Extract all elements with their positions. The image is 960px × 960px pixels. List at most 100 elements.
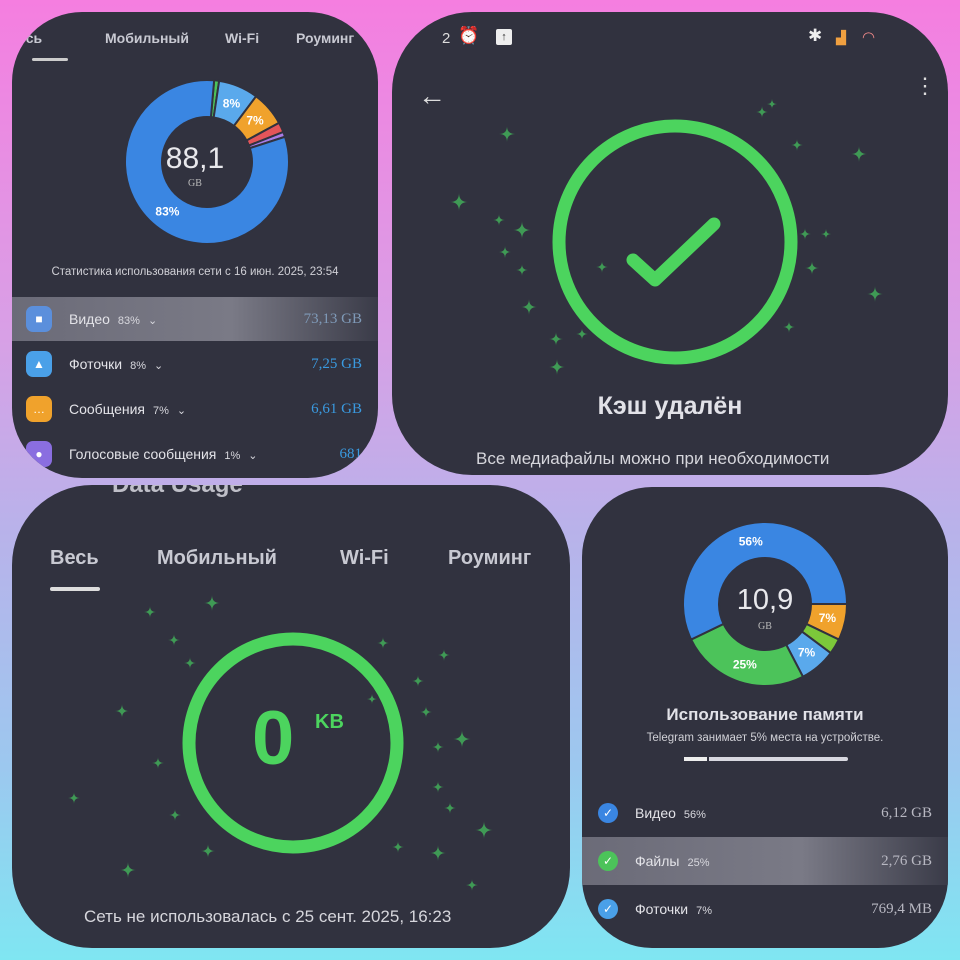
sparkle-icon	[791, 139, 803, 151]
item-label: Видео	[635, 805, 676, 821]
network-donut-chart: 8% 7% 83%	[124, 79, 290, 245]
sparkle-icon	[201, 844, 215, 858]
total-unit: GB	[758, 621, 772, 632]
storage-subtitle: Telegram занимает 5% места на устройстве…	[646, 732, 884, 744]
slice-label: 7%	[819, 611, 837, 625]
list-item[interactable]: ✓ Файлы 25% 2,76 GB	[582, 837, 948, 885]
donut-slice	[124, 79, 290, 245]
item-percent: 7%	[696, 905, 713, 917]
total-value: 88,1	[165, 142, 225, 175]
tab-indicator	[50, 587, 100, 591]
tab-mobile[interactable]: Мобильный	[105, 30, 189, 46]
tab-roaming[interactable]: Роуминг	[296, 30, 355, 46]
mic-icon: ●	[26, 441, 52, 467]
sparkle-icon	[499, 126, 515, 142]
sparkle-icon	[867, 286, 883, 302]
upload-icon: ↑	[496, 29, 512, 45]
usage-value: 0	[252, 696, 295, 781]
wifi-icon: ◠	[862, 29, 876, 46]
list-item[interactable]: ✓ Фоточки 7% 769,4 MB	[582, 885, 948, 933]
item-label: Видео	[69, 311, 110, 327]
sparkle-icon	[412, 675, 424, 687]
sparkle-icon	[392, 841, 404, 853]
sparkle-icon	[783, 321, 795, 333]
sparkle-icon	[805, 261, 819, 275]
tab-roaming[interactable]: Роуминг	[448, 547, 532, 569]
tab-wifi[interactable]: Wi-Fi	[340, 547, 389, 569]
sparkle-icon	[204, 595, 220, 611]
total-value: 10,9	[736, 584, 794, 616]
item-size: 7,25 GB	[311, 356, 362, 372]
bluetooth-icon: ✱	[808, 26, 823, 45]
sparkle-icon	[549, 359, 565, 375]
sparkle-icon	[499, 246, 511, 258]
total-unit: GB	[188, 178, 202, 189]
list-item[interactable]: … Сообщения 7% ⌄ 6,61 GB	[12, 387, 378, 431]
sparkle-icon	[475, 821, 493, 839]
sparkle-icon	[430, 845, 446, 861]
sparkle-icon	[453, 730, 471, 748]
chevron-down-icon[interactable]: ⌄	[176, 405, 187, 417]
storage-title: Использование памяти	[666, 705, 864, 724]
usage-ring	[182, 632, 404, 854]
tab-mobile[interactable]: Мобильный	[157, 547, 277, 569]
tab-all[interactable]: Весь	[12, 30, 43, 46]
signal-icon: ▟	[836, 30, 846, 45]
chevron-down-icon[interactable]: ⌄	[147, 315, 158, 327]
donut-slice	[682, 521, 849, 641]
item-size: 681	[339, 446, 363, 462]
sparkle-icon	[184, 657, 196, 669]
sparkle-icon	[438, 649, 450, 661]
tab-all[interactable]: Весь	[50, 547, 99, 569]
storage-donut-chart: 7% 7% 25% 56%	[682, 521, 849, 687]
item-percent: 25%	[687, 857, 710, 869]
page-title: Data Usage	[112, 485, 243, 499]
item-size: 2,76 GB	[881, 853, 932, 869]
sparkle-icon	[466, 879, 478, 891]
chevron-down-icon[interactable]: ⌄	[154, 360, 164, 372]
sparkle-icon	[120, 862, 136, 878]
sparkle-icon	[596, 261, 608, 273]
sparkle-icon	[549, 332, 563, 346]
checkbox-checked-icon[interactable]: ✓	[598, 899, 618, 919]
network-usage-panel: Весь Мобильный Wi-Fi Роуминг 8% 7% 83% 88,…	[12, 12, 378, 478]
slice-label: 8%	[223, 96, 241, 110]
sparkle-icon	[513, 221, 531, 239]
list-item[interactable]: ● Голосовые сообщения 1% ⌄ 681	[12, 432, 378, 476]
back-arrow-icon[interactable]: ←	[418, 80, 446, 111]
item-label: Фоточки	[69, 356, 123, 372]
cache-cleared-panel: 2 ⏰ ↑ ✱ ▟ ◠ ← ⋮ Кэш удалён Все медиафайл…	[392, 12, 948, 475]
sparkles-decoration	[68, 595, 493, 891]
slice-label: 7%	[246, 113, 264, 127]
status-time: 2	[442, 30, 451, 47]
list-item[interactable]: ✓ Видео 56% 6,12 GB	[582, 789, 948, 837]
data-usage-panel: Data Usage Весь Мобильный Wi-Fi Роуминг …	[12, 485, 570, 948]
sparkle-icon	[767, 99, 777, 109]
item-label: Файлы	[635, 853, 680, 869]
item-percent: 8%	[130, 360, 147, 372]
sparkle-icon	[516, 264, 528, 276]
tab-wifi[interactable]: Wi-Fi	[225, 30, 260, 46]
stats-caption: Статистика использования сети с 16 июн. …	[51, 266, 339, 278]
usage-unit: KB	[315, 711, 344, 733]
chevron-down-icon[interactable]: ⌄	[248, 450, 258, 462]
sparkle-icon	[367, 694, 377, 704]
item-label: Фоточки	[635, 901, 689, 917]
alarm-icon: ⏰	[458, 26, 480, 45]
sparkle-icon	[169, 809, 181, 821]
sparkle-icon	[144, 606, 156, 618]
checkbox-checked-icon[interactable]: ✓	[598, 851, 618, 871]
photo-icon: ▲	[26, 351, 52, 377]
list-item[interactable]: ▲ Фоточки 8% ⌄ 7,25 GB	[12, 342, 378, 386]
sparkle-icon	[152, 757, 164, 769]
sparkle-icon	[756, 106, 768, 118]
sparkles-decoration	[450, 99, 883, 375]
item-percent: 1%	[224, 450, 241, 462]
sparkle-icon	[521, 299, 537, 315]
list-item[interactable]: ■ Видео 83% ⌄ 73,13 GB	[12, 297, 378, 341]
item-percent: 83%	[117, 315, 140, 327]
item-percent: 56%	[683, 809, 706, 821]
checkbox-checked-icon[interactable]: ✓	[598, 803, 618, 823]
sparkle-icon	[432, 781, 444, 793]
sparkle-icon	[799, 228, 811, 240]
